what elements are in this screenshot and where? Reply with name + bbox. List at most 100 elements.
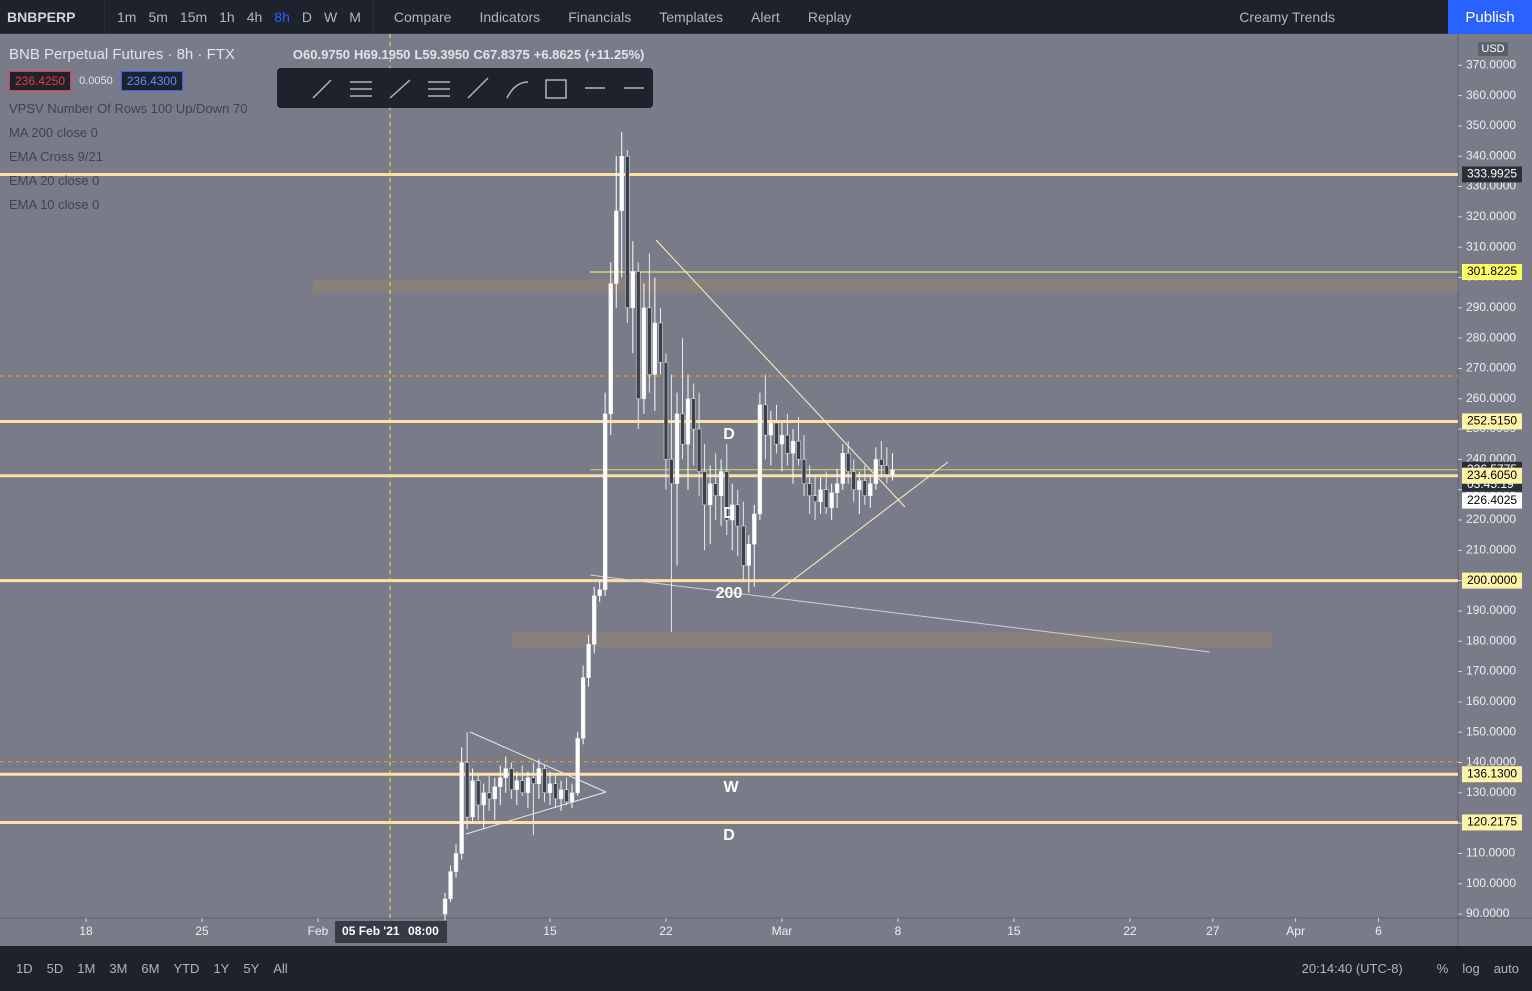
- range-button[interactable]: YTD: [173, 961, 200, 976]
- annotation: D: [723, 827, 735, 844]
- toolbar-button[interactable]: Alert: [751, 8, 780, 25]
- candle-body: [824, 489, 829, 509]
- symbol[interactable]: BNBPERP: [7, 8, 76, 25]
- range-button[interactable]: 1Y: [213, 961, 230, 976]
- y-tick-label: 190.0000: [1466, 603, 1516, 617]
- range-button[interactable]: 5D: [46, 961, 64, 976]
- toolbar-button[interactable]: Compare: [393, 8, 452, 25]
- indicator: VPSV Number Of Rows 100 Up/Down 70: [9, 100, 248, 116]
- y-tick-label: 220.0000: [1466, 512, 1516, 526]
- clock: 20:14:40 (UTC-8): [1301, 961, 1403, 976]
- toolbar-button[interactable]: Templates: [659, 8, 724, 25]
- candle-body: [669, 459, 674, 484]
- candle-body: [476, 780, 481, 806]
- candle-body: [525, 777, 531, 794]
- toolbar-button[interactable]: Financials: [568, 8, 632, 25]
- interval[interactable]: 1m: [117, 8, 137, 25]
- y-tick-label: 110.0000: [1466, 846, 1515, 860]
- candle-body: [663, 362, 669, 460]
- trendline: [465, 791, 607, 835]
- zone: [313, 279, 1458, 293]
- range-button[interactable]: All: [273, 961, 288, 976]
- chart: 90.0000100.0000110.0000120.0000130.00001…: [0, 34, 1532, 946]
- interval[interactable]: 5m: [148, 8, 168, 25]
- ohlc-value: C67.8375: [473, 46, 530, 62]
- candle-body: [735, 504, 740, 527]
- x-tick-label: 8: [895, 924, 902, 938]
- ann: D D 200 W D: [716, 426, 743, 844]
- interval[interactable]: 15m: [179, 8, 208, 25]
- range-button[interactable]: 1D: [16, 961, 33, 976]
- y-tick-label: 130.0000: [1466, 785, 1516, 799]
- interval[interactable]: W: [324, 8, 338, 25]
- x-tick-label: 15: [543, 924, 557, 938]
- level-label: 226.4025: [1467, 493, 1517, 507]
- range-button[interactable]: 1M: [77, 961, 96, 976]
- candle-body: [724, 471, 729, 521]
- x-tick-label: 22: [1123, 924, 1137, 938]
- publish-button[interactable]: Publish: [1448, 0, 1532, 34]
- y-tick-label: 160.0000: [1466, 694, 1516, 708]
- y-tick-label: 310.0000: [1466, 239, 1516, 253]
- candle-body: [553, 783, 558, 800]
- y-tick-label: 90.0000: [1466, 906, 1510, 920]
- candle-body: [696, 428, 702, 472]
- candle-body: [763, 404, 768, 436]
- scale-option[interactable]: log: [1462, 961, 1480, 976]
- candle-body: [846, 453, 851, 472]
- level-label-bg: [1462, 413, 1522, 430]
- interval[interactable]: 8h: [274, 8, 290, 25]
- interval[interactable]: D: [301, 8, 312, 25]
- ohlc-value: H69.1950: [354, 46, 411, 62]
- range-button[interactable]: 5Y: [243, 961, 260, 976]
- y-tick-label: 280.0000: [1466, 330, 1516, 344]
- currency: USD: [1481, 43, 1504, 55]
- ohlc-value: +6.8625 (+11.25%): [533, 46, 645, 62]
- range-button[interactable]: 6M: [141, 961, 160, 976]
- interval[interactable]: 4h: [246, 8, 263, 25]
- interval[interactable]: 1h: [219, 8, 235, 25]
- level-label-bg: [1462, 467, 1522, 484]
- legend: BNB Perpetual Futures · 8h · FTX O60.9750…: [9, 42, 644, 216]
- candle-body: [564, 789, 569, 803]
- scale-option[interactable]: auto: [1493, 961, 1519, 976]
- candle-body: [685, 398, 691, 445]
- currency-badge: [1478, 42, 1508, 56]
- layout-name[interactable]: Creamy Trends: [1239, 8, 1335, 25]
- toolbar-button[interactable]: Indicators: [479, 8, 541, 25]
- ohlc: O60.9750 H69.1950 L59.3950 C67.8375 +6.8625 …: [293, 47, 644, 62]
- candle-body: [829, 492, 834, 509]
- candle-body: [741, 525, 746, 566]
- scale-option[interactable]: %: [1436, 961, 1449, 976]
- candle-body: [486, 792, 492, 800]
- candle-body: [569, 792, 575, 803]
- y-tick-label: 360.0000: [1466, 88, 1516, 102]
- level-label-bg: [1462, 166, 1522, 183]
- candle-body: [442, 898, 448, 915]
- candle-body: [807, 483, 812, 496]
- indicator: EMA 20 close 0: [9, 172, 100, 188]
- candle-body: [708, 483, 713, 506]
- separator: [372, 0, 374, 34]
- interval[interactable]: M: [349, 8, 361, 25]
- toolbar-button[interactable]: Replay: [807, 8, 852, 25]
- candle-body: [680, 413, 685, 445]
- candle-body: [608, 283, 613, 415]
- zone: [512, 632, 1272, 648]
- level-label-bg: [1462, 766, 1522, 783]
- y-tick-label: 140.0000: [1466, 755, 1516, 769]
- candle-body: [746, 543, 751, 566]
- range-button[interactable]: 3M: [109, 961, 128, 976]
- ranges: 1D 5D 1M 3M 6M YTD 1Y 5Y All: [9, 961, 295, 976]
- y-tick-label: 180.0000: [1466, 633, 1516, 647]
- candle-body: [818, 489, 823, 503]
- trendline: [469, 731, 607, 793]
- candle-body: [785, 434, 790, 454]
- sell-price[interactable]: 236.4250: [9, 71, 72, 91]
- x-tick-label: Feb: [308, 924, 329, 938]
- candle-body: [868, 483, 873, 496]
- drawing-tools[interactable]: [312, 77, 644, 99]
- ohlc-value: O60.9750: [292, 46, 351, 62]
- buy-price[interactable]: 236.4300: [120, 71, 183, 91]
